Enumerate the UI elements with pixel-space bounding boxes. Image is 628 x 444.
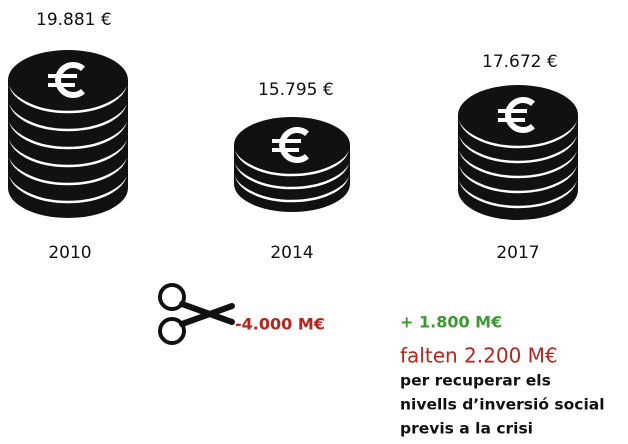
coin-edge [458,146,578,179]
cut-label: -4.000 M€ [235,315,325,334]
scissors [158,283,235,345]
amount-2014: 15.795 € [258,80,334,100]
note-line: nivells d’inversió social [400,396,605,414]
coin-edge [234,159,350,190]
coin-edge [458,161,578,194]
coin-face [8,50,128,110]
coin-edge [8,135,128,168]
note-line: per recuperar els [400,372,551,390]
euro-bars [272,139,301,152]
euro-bars [48,74,77,87]
coin-edge [8,81,128,114]
coin-edge [8,117,128,150]
coin-stack [234,117,350,212]
euro-bars [498,109,527,122]
increase-label: + 1.800 M€ [400,313,502,332]
coin-face [234,117,350,173]
amount-2010: 19.881 € [36,10,112,30]
coin-edge [8,99,128,132]
note-line: previs a la crisi [400,420,533,438]
coin-edge [8,153,128,186]
euro-symbol [279,127,309,163]
gap-label: falten 2.200 M€ [400,344,558,368]
euro-symbol [55,62,85,98]
coin-edge [458,116,578,149]
amount-2017: 17.672 € [482,52,558,72]
coin-edge [234,146,350,177]
coin-edge [458,176,578,209]
year-2010: 2010 [48,243,91,263]
year-2017: 2017 [496,243,539,263]
euro-symbol [505,97,535,133]
coin-edge [8,171,128,204]
coin-edge [458,131,578,164]
coin-face [458,85,578,145]
coin-stack [458,85,578,220]
year-2014: 2014 [270,243,313,263]
coin-edge [234,172,350,203]
coin-stack [8,50,128,218]
